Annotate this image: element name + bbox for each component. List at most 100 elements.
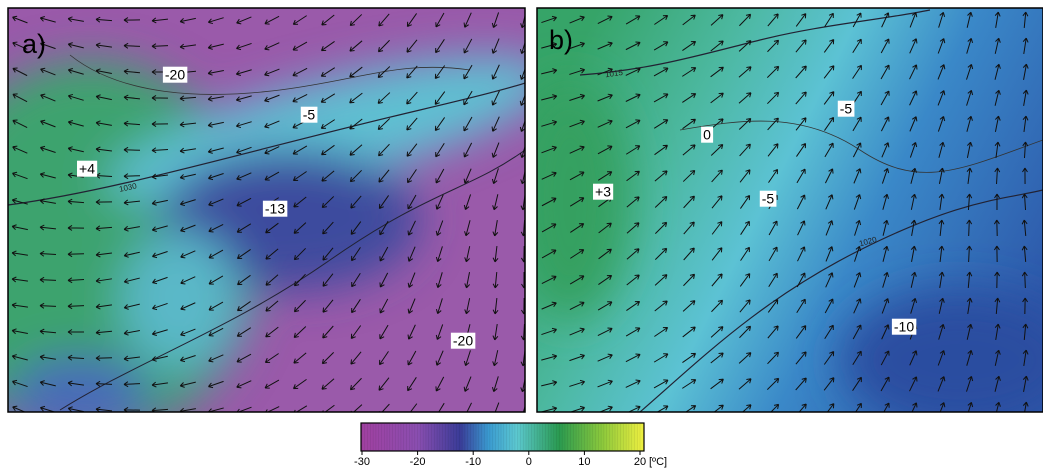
wind-arrow xyxy=(766,65,780,78)
wind-arrow xyxy=(463,376,472,392)
wind-arrow xyxy=(292,405,308,412)
wind-arrow xyxy=(740,194,751,209)
wind-arrow xyxy=(95,277,112,284)
wind-arrow xyxy=(625,379,641,388)
isobar xyxy=(579,9,931,76)
wind-arrow xyxy=(11,198,28,205)
wind-arrow xyxy=(39,354,56,361)
wind-arrow xyxy=(1022,141,1029,159)
wind-arrow xyxy=(739,169,751,183)
wind-arrow xyxy=(570,249,585,259)
wind-arrow xyxy=(67,68,84,75)
wind-arrow xyxy=(12,67,28,77)
wind-arrow xyxy=(682,67,697,77)
wind-arrow xyxy=(710,404,724,412)
wind-arrow xyxy=(351,247,361,262)
wind-arrow xyxy=(492,350,499,367)
wind-arrow xyxy=(570,223,585,233)
wind-arrow xyxy=(520,245,525,263)
wind-arrow xyxy=(1022,89,1029,106)
wind-arrow xyxy=(767,91,780,105)
map-panel-a xyxy=(8,8,525,412)
wind-arrow xyxy=(378,169,390,183)
wind-arrow xyxy=(151,121,169,127)
wind-arrow xyxy=(39,172,56,179)
wind-arrow xyxy=(994,401,1001,412)
label-box xyxy=(837,100,855,117)
wind-arrow xyxy=(626,248,640,260)
wind-arrow xyxy=(407,298,416,314)
wind-arrow xyxy=(464,272,471,289)
wind-arrow xyxy=(378,143,390,157)
temperature-label: -13 xyxy=(265,201,285,217)
wind-arrow xyxy=(95,68,112,75)
wind-arrows xyxy=(541,11,1029,412)
wind-arrow xyxy=(321,351,335,365)
wind-arrow xyxy=(994,193,1000,211)
wind-arrow xyxy=(994,323,1001,340)
wind-arrow xyxy=(1021,245,1028,263)
wind-arrow xyxy=(909,402,918,412)
wind-arrow xyxy=(95,120,112,127)
wind-arrow xyxy=(569,41,585,50)
wind-arrow xyxy=(179,43,196,50)
wind-arrow xyxy=(938,297,945,314)
wind-arrow xyxy=(653,93,669,103)
label-box xyxy=(891,318,917,335)
wind-arrow xyxy=(824,12,834,28)
wind-arrow xyxy=(151,355,168,362)
wind-arrow xyxy=(994,349,1001,366)
wind-arrow xyxy=(208,327,224,337)
wind-arrow xyxy=(738,378,752,390)
wind-arrow xyxy=(994,271,1001,289)
wind-arrow xyxy=(207,17,224,25)
wind-arrow xyxy=(67,329,85,335)
wind-arrow xyxy=(379,272,389,288)
wind-arrow xyxy=(910,297,918,314)
wind-arrow xyxy=(208,380,224,389)
wind-arrow xyxy=(881,324,890,340)
wind-arrow xyxy=(938,323,946,340)
wind-arrow xyxy=(11,276,28,283)
wind-arrow xyxy=(39,276,57,283)
wind-arrow xyxy=(12,119,28,129)
wind-arrow xyxy=(463,90,473,106)
wind-arrow xyxy=(937,90,946,106)
wind-arrow xyxy=(1022,63,1029,80)
wind-arrow xyxy=(711,299,724,313)
wind-arrow xyxy=(1022,167,1028,185)
temperature-label: -20 xyxy=(453,333,473,349)
wind-arrow xyxy=(739,13,752,27)
wind-arrow xyxy=(40,67,56,76)
panel-border xyxy=(536,7,1043,413)
wind-arrow xyxy=(541,42,558,49)
wind-arrow xyxy=(654,15,669,25)
wind-arrow xyxy=(67,277,85,284)
wind-arrow xyxy=(152,276,168,285)
wind-arrow xyxy=(825,194,834,210)
wind-arrow xyxy=(407,350,417,366)
wind-arrow xyxy=(67,93,84,101)
wind-arrow xyxy=(710,326,724,338)
wind-arrow xyxy=(180,328,196,337)
wind-arrow xyxy=(67,354,85,361)
temperature-label: +3 xyxy=(595,184,611,200)
wind-arrow xyxy=(349,66,363,78)
wind-arrow xyxy=(40,93,56,102)
wind-arrow xyxy=(12,41,28,50)
wind-arrow xyxy=(854,246,862,262)
wind-arrow xyxy=(739,299,751,313)
wind-arrow xyxy=(682,405,697,412)
wind-arrow xyxy=(682,118,696,130)
wind-arrow xyxy=(407,169,417,184)
wind-arrow xyxy=(824,142,834,158)
wind-arrow xyxy=(711,195,723,209)
wind-arrow xyxy=(938,11,946,28)
wind-arrow xyxy=(491,38,500,54)
wind-arrow xyxy=(293,326,307,338)
wind-arrow xyxy=(541,327,557,336)
wind-arrow xyxy=(151,147,169,154)
wind-arrow xyxy=(880,402,890,412)
wind-arrow xyxy=(292,41,308,51)
wind-arrow xyxy=(265,248,279,260)
